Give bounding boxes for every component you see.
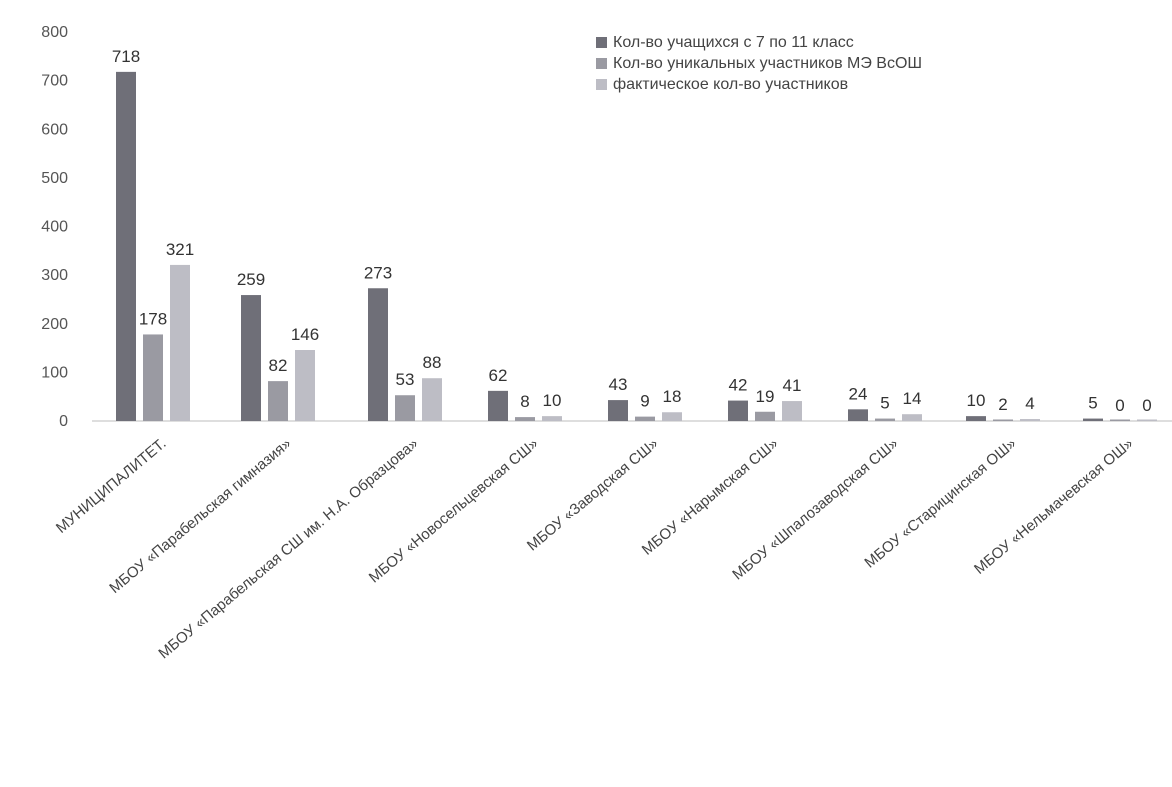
bar bbox=[902, 414, 922, 421]
data-label: 18 bbox=[663, 387, 682, 406]
data-label: 273 bbox=[364, 263, 392, 282]
legend-swatch bbox=[596, 37, 607, 48]
data-label: 4 bbox=[1025, 394, 1034, 413]
data-label: 53 bbox=[396, 370, 415, 389]
data-label: 24 bbox=[849, 384, 868, 403]
bar bbox=[608, 400, 628, 421]
bar bbox=[422, 378, 442, 421]
data-label: 41 bbox=[783, 376, 802, 395]
data-label: 8 bbox=[520, 392, 529, 411]
data-label: 43 bbox=[609, 375, 628, 394]
bar bbox=[241, 295, 261, 421]
bar bbox=[993, 419, 1013, 421]
bar bbox=[635, 416, 655, 421]
bar bbox=[170, 264, 190, 421]
data-label: 259 bbox=[237, 270, 265, 289]
data-label: 2 bbox=[998, 395, 1007, 414]
bar bbox=[116, 71, 136, 421]
bar bbox=[1137, 419, 1157, 421]
data-label: 0 bbox=[1115, 396, 1124, 415]
legend-entry: Кол-во учащихся с 7 по 11 класс bbox=[613, 34, 854, 51]
bar bbox=[542, 416, 562, 421]
bar bbox=[368, 288, 388, 421]
legend-swatch bbox=[596, 58, 607, 69]
y-tick-label: 200 bbox=[41, 316, 68, 333]
bar bbox=[515, 417, 535, 421]
y-tick-label: 600 bbox=[41, 121, 68, 138]
bar bbox=[1083, 418, 1103, 421]
bar bbox=[782, 401, 802, 421]
y-tick-label: 800 bbox=[41, 24, 68, 41]
x-tick-label: МБОУ «Парабельская СШ им. Н.А. Образцова… bbox=[155, 435, 421, 662]
x-tick-label: МУНИЦИПАЛИТЕТ. bbox=[53, 435, 170, 537]
data-label: 321 bbox=[166, 240, 194, 259]
legend-entry: Кол-во уникальных участников МЭ ВсОШ bbox=[613, 55, 922, 72]
bar bbox=[488, 390, 508, 421]
data-label: 718 bbox=[112, 47, 140, 66]
bar bbox=[268, 381, 288, 421]
y-tick-label: 500 bbox=[41, 170, 68, 187]
bar bbox=[1110, 419, 1130, 421]
data-label: 82 bbox=[269, 356, 288, 375]
data-label: 88 bbox=[423, 353, 442, 372]
y-tick-label: 0 bbox=[59, 413, 68, 430]
bar bbox=[295, 350, 315, 421]
bar bbox=[1020, 419, 1040, 421]
legend-entry: фактическое кол-во участников bbox=[613, 76, 848, 93]
data-label: 9 bbox=[640, 392, 649, 411]
bar bbox=[875, 418, 895, 421]
data-label: 14 bbox=[903, 389, 922, 408]
bar bbox=[662, 412, 682, 421]
bar bbox=[143, 334, 163, 421]
data-label: 5 bbox=[880, 394, 889, 413]
y-tick-label: 300 bbox=[41, 267, 68, 284]
data-label: 146 bbox=[291, 325, 319, 344]
data-label: 10 bbox=[543, 391, 562, 410]
data-label: 62 bbox=[489, 366, 508, 385]
bar bbox=[728, 400, 748, 421]
bar bbox=[966, 416, 986, 421]
bar bbox=[755, 411, 775, 421]
data-label: 5 bbox=[1088, 394, 1097, 413]
x-tick-label: МБОУ «Нарымская СШ» bbox=[639, 435, 782, 559]
data-label: 19 bbox=[756, 387, 775, 406]
y-tick-label: 700 bbox=[41, 73, 68, 90]
data-label: 42 bbox=[729, 376, 748, 395]
y-tick-label: 400 bbox=[41, 219, 68, 236]
data-label: 10 bbox=[967, 391, 986, 410]
bar bbox=[848, 409, 868, 421]
x-tick-label: МБОУ «Заводская СШ» bbox=[524, 435, 662, 554]
data-label: 178 bbox=[139, 309, 167, 328]
bar bbox=[395, 395, 415, 421]
y-tick-label: 100 bbox=[41, 364, 68, 381]
data-label: 0 bbox=[1142, 396, 1151, 415]
legend-swatch bbox=[596, 79, 607, 90]
